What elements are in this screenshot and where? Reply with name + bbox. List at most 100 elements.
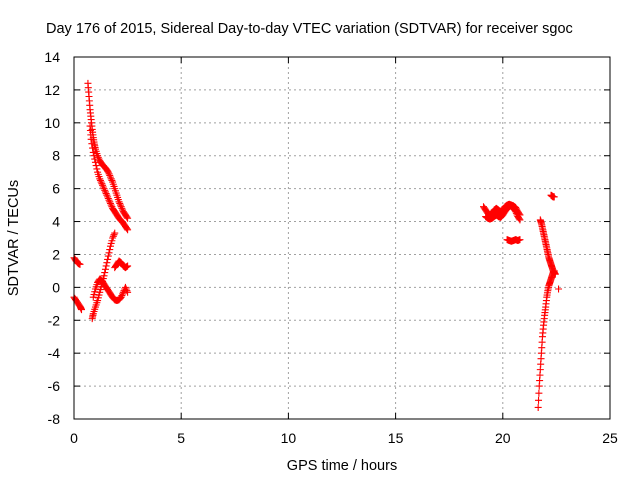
data-point — [106, 171, 114, 179]
data-point — [106, 173, 114, 181]
data-point — [103, 259, 111, 267]
y-tick-label: 14 — [44, 49, 60, 65]
data-point — [106, 198, 114, 206]
data-point — [90, 152, 98, 160]
y-tick-label: -4 — [48, 345, 61, 361]
data-point — [515, 210, 523, 218]
data-point — [102, 262, 110, 270]
data-point — [96, 176, 104, 184]
y-axis-label: SDTVAR / TECUs — [6, 180, 22, 296]
data-point — [109, 234, 117, 242]
data-point — [115, 198, 123, 206]
x-tick-label: 0 — [70, 430, 78, 446]
data-point — [123, 213, 131, 221]
data-point — [124, 262, 132, 270]
data-point — [116, 199, 124, 207]
data-point — [91, 155, 99, 163]
x-tick-label: 5 — [177, 430, 185, 446]
data-point — [535, 396, 543, 404]
data-point — [551, 270, 559, 278]
y-tick-label: -6 — [48, 378, 61, 394]
data-point — [124, 288, 132, 296]
data-point — [100, 272, 108, 280]
data-point — [119, 290, 127, 298]
chart-title: Day 176 of 2015, Sidereal Day-to-day VTE… — [46, 21, 573, 37]
data-point — [104, 193, 112, 201]
y-tick-label: 4 — [52, 214, 60, 230]
x-tick-label: 25 — [602, 430, 618, 446]
data-point — [110, 231, 118, 239]
y-tick-label: 0 — [52, 279, 60, 295]
plot-frame — [73, 56, 611, 420]
y-tick-label: 2 — [52, 246, 60, 262]
data-point — [96, 175, 104, 183]
data-point — [116, 201, 124, 209]
grid — [74, 57, 610, 419]
data-point — [104, 195, 112, 203]
data-point — [104, 168, 112, 176]
data-markers — [70, 79, 563, 411]
data-point — [111, 229, 119, 237]
data-point — [535, 389, 543, 397]
data-point — [76, 260, 84, 268]
data-point — [516, 236, 524, 244]
data-point — [118, 292, 126, 300]
data-point — [105, 196, 113, 204]
data-point — [78, 306, 86, 314]
data-point — [99, 181, 107, 189]
data-point — [121, 283, 129, 291]
data-point — [550, 193, 558, 201]
data-point — [89, 148, 97, 156]
data-point — [98, 180, 106, 188]
data-point — [105, 170, 113, 178]
data-point — [123, 287, 131, 295]
y-tick-label: 12 — [44, 82, 60, 98]
y-tick-label: -8 — [48, 411, 61, 427]
data-point — [92, 162, 100, 170]
data-point — [555, 285, 563, 293]
data-point — [88, 140, 96, 148]
data-point — [124, 214, 132, 222]
y-tick-label: -2 — [48, 312, 61, 328]
data-point — [101, 269, 109, 277]
data-point — [100, 185, 108, 193]
y-tick-label: 6 — [52, 181, 60, 197]
x-tick-label: 10 — [281, 430, 297, 446]
data-point — [534, 403, 542, 411]
data-point — [107, 175, 115, 183]
y-tick-label: 8 — [52, 148, 60, 164]
x-tick-label: 15 — [388, 430, 404, 446]
data-point — [108, 176, 116, 184]
data-point — [101, 186, 109, 194]
data-point — [117, 293, 125, 301]
data-point — [107, 201, 115, 209]
data-point — [516, 211, 524, 219]
data-point — [122, 285, 130, 293]
data-point — [102, 190, 110, 198]
data-point — [89, 144, 97, 152]
data-point — [97, 178, 105, 186]
data-point — [117, 203, 125, 211]
data-point — [104, 252, 112, 260]
data-point — [109, 232, 117, 240]
data-point — [103, 191, 111, 199]
data-point — [106, 199, 114, 207]
x-axis-label: GPS time / hours — [287, 458, 397, 474]
data-point — [87, 135, 95, 143]
x-tick-label: 20 — [495, 430, 511, 446]
data-point — [93, 165, 101, 173]
data-point — [124, 226, 132, 234]
data-point — [104, 255, 112, 263]
data-point — [99, 183, 107, 191]
y-tick-label: 10 — [44, 115, 60, 131]
data-point — [123, 225, 131, 233]
data-point — [106, 246, 114, 254]
data-point — [101, 188, 109, 196]
axis-ticks: 0 5 10 15 20 25 -8 -6 -4 -2 0 2 4 6 8 10 12 14 — [44, 49, 618, 446]
data-point — [94, 153, 102, 161]
data-point — [101, 265, 109, 273]
data-point — [105, 249, 113, 257]
data-point — [118, 204, 126, 212]
data-point — [91, 158, 99, 166]
